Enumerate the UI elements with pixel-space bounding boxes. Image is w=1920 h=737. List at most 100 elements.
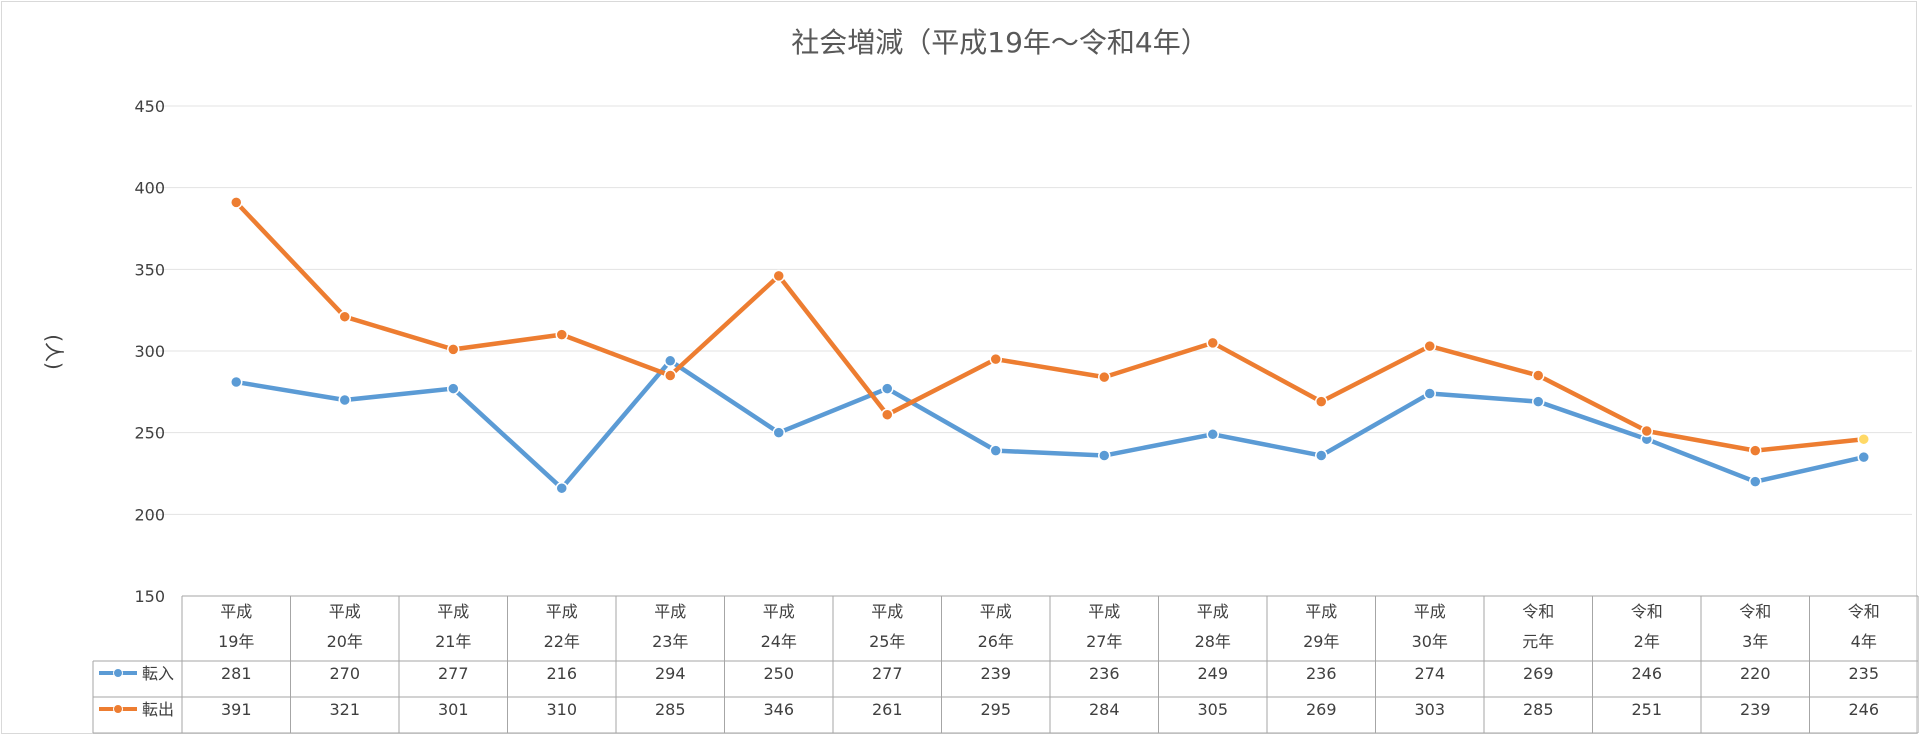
table-value-cell: 261	[872, 700, 903, 719]
gridlines	[148, 105, 1912, 515]
data-point	[1423, 339, 1436, 353]
table-value-cell: 277	[872, 664, 903, 683]
table-value-cell: 303	[1414, 700, 1445, 719]
data-point	[1749, 444, 1762, 457]
x-category-label-line1: 平成	[654, 602, 686, 621]
table-value-cell: 246	[1631, 664, 1662, 683]
table-value-cell: 270	[329, 664, 360, 683]
table-value-cell: 269	[1306, 700, 1337, 719]
data-point	[1206, 336, 1219, 350]
x-category-label-line1: 令和	[1631, 602, 1663, 621]
data-point	[1423, 387, 1436, 400]
data-point	[1749, 475, 1762, 488]
x-category-label-line2: 26年	[978, 632, 1014, 651]
y-axis-ticks: 150 200 250 300 350 400 450	[134, 97, 165, 606]
table-value-cell: 294	[655, 664, 686, 683]
table-value-cell: 285	[1523, 700, 1554, 719]
table-value-cell: 246	[1848, 700, 1879, 719]
legend-point-marker	[113, 704, 123, 714]
table-value-cell: 250	[763, 664, 794, 683]
data-point	[664, 354, 677, 368]
data-point	[1206, 428, 1219, 441]
table-value-cell: 321	[329, 700, 360, 719]
x-category-label-line2: 2年	[1634, 632, 1660, 651]
y-tick-label: 400	[134, 179, 165, 198]
table-value-cell: 236	[1306, 664, 1337, 683]
x-category-label-line1: 令和	[1739, 602, 1771, 621]
data-point	[1532, 369, 1545, 382]
data-point	[230, 196, 243, 209]
table-value-cell: 277	[438, 664, 469, 683]
legend-point-marker	[113, 668, 123, 678]
table-value-cell: 251	[1631, 700, 1662, 719]
x-category-label-line1: 平成	[220, 602, 252, 621]
table-value-cell: 216	[546, 664, 577, 683]
series-lines	[230, 196, 1870, 495]
y-tick-label: 200	[134, 505, 165, 524]
data-point	[881, 382, 894, 395]
y-tick-label: 350	[134, 260, 165, 279]
x-category-label-line2: 20年	[327, 632, 363, 651]
x-category-label-line1: 平成	[546, 602, 578, 621]
table-value-cell: 235	[1848, 664, 1879, 683]
table-value-cell: 305	[1197, 700, 1228, 719]
x-category-label-line1: 令和	[1522, 602, 1554, 621]
data-point	[447, 343, 460, 356]
table-value-cell: 249	[1197, 664, 1228, 683]
x-category-label-line2: 19年	[218, 632, 254, 651]
x-category-label-line1: 平成	[1088, 602, 1120, 621]
data-point	[1315, 395, 1328, 408]
data-point	[338, 310, 351, 323]
x-category-label-line1: 平成	[1414, 602, 1446, 621]
table-value-cell: 269	[1523, 664, 1554, 683]
table-value-cell: 295	[980, 700, 1011, 719]
data-point	[1857, 432, 1870, 446]
table-value-cell: 346	[763, 700, 794, 719]
table-value-cell: 220	[1740, 664, 1771, 683]
y-tick-label: 450	[134, 97, 165, 116]
data-point	[664, 369, 677, 382]
x-category-label-line2: 22年	[544, 632, 580, 651]
data-point	[1857, 450, 1870, 464]
y-tick-label: 300	[134, 342, 165, 361]
x-category-label-line2: 21年	[435, 632, 471, 651]
data-point	[989, 444, 1002, 457]
legend-series-name: 転入	[142, 664, 174, 683]
x-category-label-line2: 3年	[1742, 632, 1768, 651]
data-point	[555, 481, 568, 495]
data-point	[881, 408, 894, 421]
x-category-label-line1: 平成	[1197, 602, 1229, 621]
table-value-cell: 391	[221, 700, 252, 719]
data-point	[1640, 424, 1653, 438]
data-table: 平成 19年 平成 20年 平成 21年 平成 22年 平成 23年 平成 24年 平成 25年 平成 26年…	[92, 595, 1919, 734]
y-tick-label: 250	[134, 424, 165, 443]
chart-title: 社会増減（平成19年～令和4年）	[791, 26, 1208, 59]
table-value-cell: 281	[221, 664, 252, 683]
x-category-label-line1: 平成	[980, 602, 1012, 621]
data-point	[772, 269, 785, 283]
data-point	[230, 375, 243, 389]
x-category-label-line2: 29年	[1303, 632, 1339, 651]
table-value-cell: 239	[980, 664, 1011, 683]
table-value-cell: 284	[1089, 700, 1120, 719]
x-category-label-line2: 23年	[652, 632, 688, 651]
x-category-label-line2: 30年	[1412, 632, 1448, 651]
table-value-cell: 274	[1414, 664, 1445, 683]
table-value-cell: 310	[546, 700, 577, 719]
table-value-cell: 285	[655, 700, 686, 719]
data-point	[1315, 449, 1328, 462]
data-point	[989, 352, 1002, 366]
x-category-label-line1: 平成	[329, 602, 361, 621]
table-value-cell: 301	[438, 700, 469, 719]
x-category-label-line1: 令和	[1848, 602, 1880, 621]
x-category-label-line1: 平成	[871, 602, 903, 621]
series-line-2	[234, 200, 1866, 453]
x-category-label-line2: 25年	[869, 632, 905, 651]
y-tick-label: 150	[134, 587, 165, 606]
x-category-label-line2: 元年	[1522, 632, 1554, 651]
x-category-label-line2: 24年	[761, 632, 797, 651]
series-line-1	[234, 358, 1866, 491]
data-point	[338, 393, 351, 407]
x-category-label-line1: 平成	[437, 602, 469, 621]
